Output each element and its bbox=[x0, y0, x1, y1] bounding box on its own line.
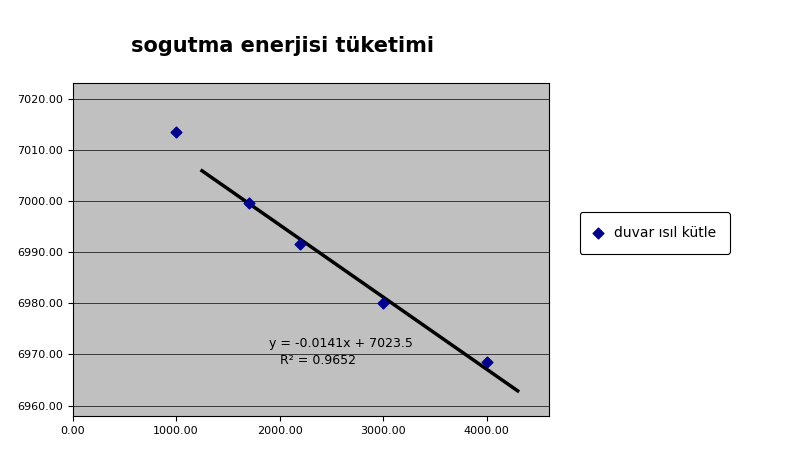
Legend: duvar ısıl kütle: duvar ısıl kütle bbox=[579, 212, 730, 254]
duvar ısıl kütle bbox=[377, 299, 390, 307]
duvar ısıl kütle bbox=[480, 359, 493, 366]
Text: R² = 0.9652: R² = 0.9652 bbox=[280, 353, 356, 367]
Text: sogutma enerjisi tüketimi: sogutma enerjisi tüketimi bbox=[131, 36, 434, 56]
Text: y = -0.0141x + 7023.5: y = -0.0141x + 7023.5 bbox=[270, 337, 413, 350]
duvar ısıl kütle bbox=[169, 128, 182, 135]
duvar ısıl kütle bbox=[242, 200, 255, 207]
duvar ısıl kütle bbox=[294, 241, 307, 248]
